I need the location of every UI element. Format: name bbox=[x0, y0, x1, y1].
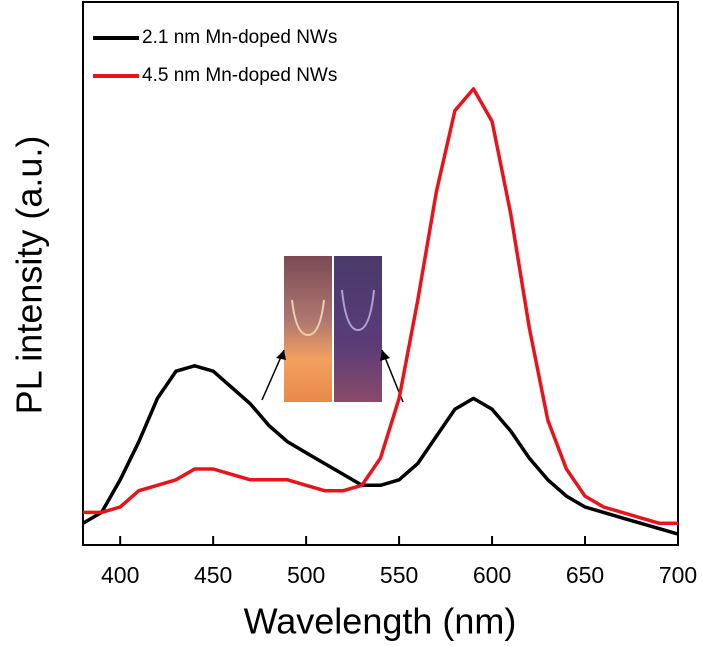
legend-label: 2.1 nm Mn-doped NWs bbox=[142, 27, 337, 48]
tube-outline bbox=[291, 299, 325, 337]
tube-outline bbox=[341, 289, 375, 332]
x-tick-label: 500 bbox=[287, 562, 325, 588]
data-line bbox=[83, 87, 678, 526]
x-tick-label: 450 bbox=[194, 562, 232, 588]
inset-photo bbox=[261, 256, 404, 403]
x-tick-label: 400 bbox=[101, 562, 139, 588]
tube-photo bbox=[284, 256, 332, 402]
x-tick-label: 550 bbox=[380, 562, 418, 588]
x-tick-label: 650 bbox=[566, 562, 604, 588]
data-line bbox=[82, 364, 679, 536]
x-tick-label: 600 bbox=[473, 562, 511, 588]
x-tick-label: 700 bbox=[659, 562, 697, 588]
legend-label: 4.5 nm Mn-doped NWs bbox=[142, 65, 337, 86]
arrow-head bbox=[380, 350, 390, 361]
arrow-head bbox=[276, 350, 286, 360]
x-axis-label: Wavelength (nm) bbox=[244, 601, 517, 642]
y-axis-label: PL intensity (a.u.) bbox=[9, 136, 50, 415]
plot-frame bbox=[82, 1, 679, 546]
